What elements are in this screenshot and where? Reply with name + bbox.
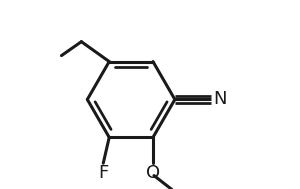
- Text: F: F: [98, 164, 108, 182]
- Text: O: O: [146, 164, 160, 182]
- Text: N: N: [213, 91, 226, 108]
